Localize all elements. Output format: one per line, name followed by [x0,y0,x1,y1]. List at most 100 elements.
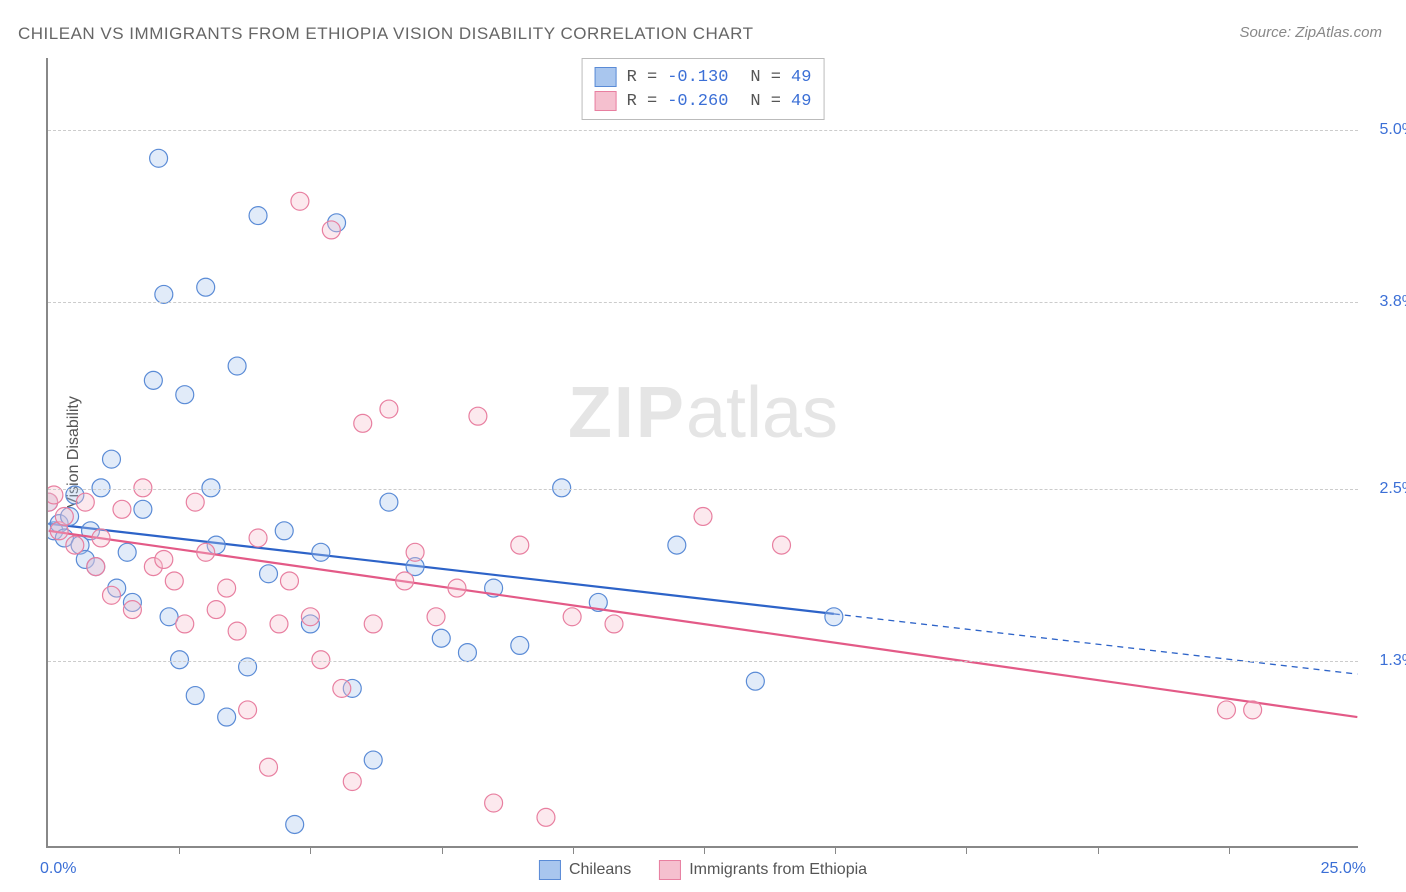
x-tick [835,846,836,854]
data-point [537,808,555,826]
legend-r-label: R = [627,92,658,111]
data-point [55,507,73,525]
data-point [108,579,126,597]
data-point [458,644,476,662]
data-point [563,608,581,626]
data-point [485,579,503,597]
y-axis-label: Vision Disability [65,396,83,508]
data-point [186,687,204,705]
data-point [380,493,398,511]
data-point [605,615,623,633]
data-point [150,149,168,167]
gridline [48,130,1358,131]
data-point [694,507,712,525]
data-point [103,450,121,468]
legend-swatch [595,67,617,87]
data-point [207,536,225,554]
legend-series: ChileansImmigrants from Ethiopia [539,860,867,880]
data-point [354,414,372,432]
data-point [746,672,764,690]
legend-swatch [595,91,617,111]
data-point [270,615,288,633]
watermark-zip: ZIP [568,373,686,453]
data-point [469,407,487,425]
data-point [485,794,503,812]
x-tick [704,846,705,854]
data-point [123,601,141,619]
data-point [668,536,686,554]
data-point [301,615,319,633]
trend-line [49,531,1358,717]
legend-label: Immigrants from Ethiopia [689,861,867,879]
data-point [186,493,204,511]
data-point [343,679,361,697]
data-point [113,500,131,518]
x-tick [966,846,967,854]
gridline [48,302,1358,303]
y-tick-label: 1.3% [1380,652,1406,670]
data-point [448,579,466,597]
gridline [48,489,1358,490]
watermark-atlas: atlas [686,373,838,453]
x-axis-min-label: 0.0% [40,860,76,878]
legend-n-label: N = [750,68,781,87]
correlation-chart: CHILEAN VS IMMIGRANTS FROM ETHIOPIA VISI… [0,0,1406,892]
data-point [825,608,843,626]
x-tick [179,846,180,854]
data-point [239,701,257,719]
data-point [406,558,424,576]
source-label: Source: ZipAtlas.com [1239,24,1382,41]
y-tick-label: 5.0% [1380,121,1406,139]
y-tick-label: 3.8% [1380,293,1406,311]
data-point [328,214,346,232]
data-point [82,522,100,540]
y-tick-label: 2.5% [1380,480,1406,498]
data-point [280,572,298,590]
data-point [218,708,236,726]
trend-line-dash [834,614,1357,674]
data-point [48,493,58,511]
data-point [61,507,79,525]
data-point [380,400,398,418]
data-point [176,615,194,633]
data-point [249,529,267,547]
data-point [427,608,445,626]
legend-swatch [539,860,561,880]
x-tick [1098,846,1099,854]
data-point [406,543,424,561]
legend-r-label: R = [627,68,658,87]
data-point [171,651,189,669]
data-point [275,522,293,540]
data-point [134,500,152,518]
x-tick [1229,846,1230,854]
data-point [511,536,529,554]
plot-area: Vision Disability ZIPatlas R = -0.130 N = 4… [46,58,1358,848]
x-tick [310,846,311,854]
gridline [48,661,1358,662]
data-point [87,558,105,576]
data-point [160,608,178,626]
data-point [76,550,94,568]
data-point [87,558,105,576]
trend-line [49,524,834,614]
legend-r-value: -0.130 [667,68,728,87]
legend-item: Immigrants from Ethiopia [659,860,867,880]
legend-n-value: 49 [791,68,811,87]
data-point [55,529,73,547]
x-tick [573,846,574,854]
x-tick [442,846,443,854]
data-point [553,479,571,497]
data-point [176,386,194,404]
data-point [286,816,304,834]
data-point [511,636,529,654]
data-point [312,651,330,669]
legend-n-value: 49 [791,92,811,111]
data-point [343,773,361,791]
data-point [197,543,215,561]
scatter-svg [48,58,1358,846]
data-point [118,543,136,561]
watermark: ZIPatlas [568,372,838,454]
data-point [291,192,309,210]
data-point [260,565,278,583]
data-point [207,601,225,619]
